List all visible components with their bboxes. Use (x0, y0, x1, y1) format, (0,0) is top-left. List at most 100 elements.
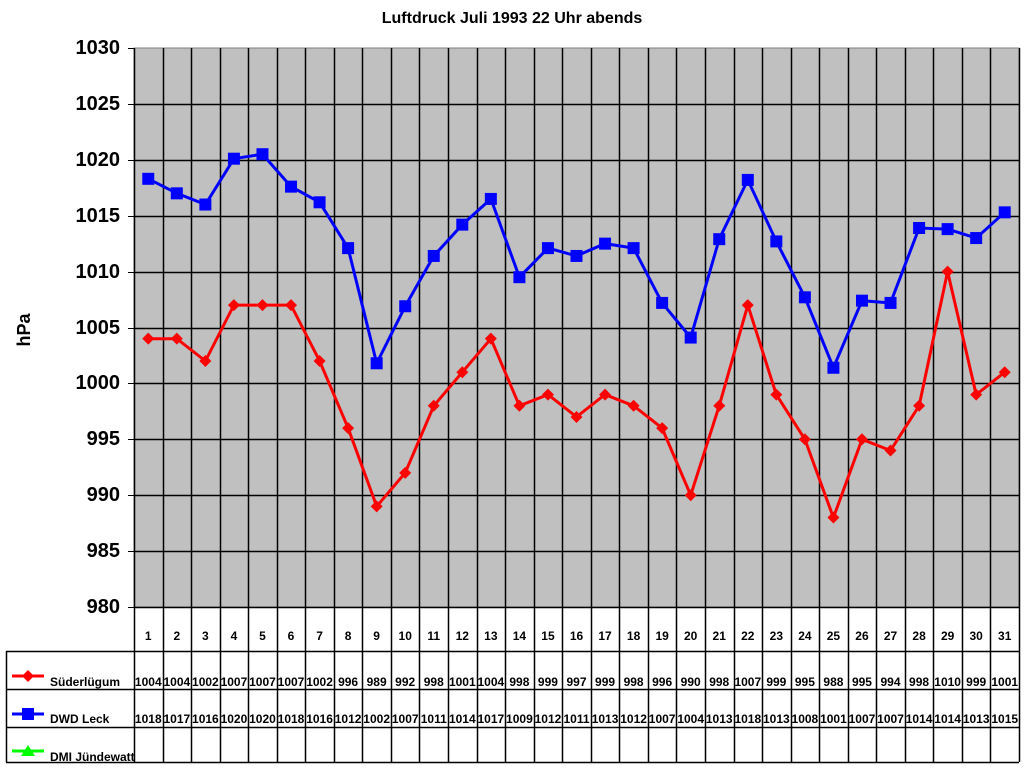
square-marker (199, 198, 212, 211)
square-marker (941, 223, 954, 236)
square-marker (827, 361, 840, 374)
diamond-marker (484, 332, 497, 345)
square-marker (913, 221, 926, 234)
table-cell: 1007 (848, 712, 876, 726)
triangle-icon (21, 745, 35, 756)
diamond-marker (227, 299, 240, 312)
diamond-marker (456, 366, 469, 379)
square-marker (884, 296, 897, 309)
diamond-marker (627, 399, 640, 412)
x-category-label: 17 (598, 629, 612, 643)
diamond-marker (884, 444, 897, 457)
table-cell: 999 (537, 675, 558, 689)
table-cell: 998 (509, 675, 530, 689)
square-marker (770, 235, 783, 248)
square-marker (513, 271, 526, 284)
table-cell: 1007 (249, 675, 276, 689)
table-cell: 994 (880, 675, 901, 689)
diamond-marker (913, 399, 926, 412)
y-tick-label: 1030 (75, 37, 121, 59)
y-tick-label: 990 (86, 484, 120, 507)
diamond-marker (256, 299, 269, 312)
square-marker (256, 148, 269, 161)
x-category-label: 31 (998, 629, 1012, 643)
x-category-label: 11 (427, 629, 441, 643)
table-cell: 1013 (705, 712, 733, 726)
table-cell: 1015 (991, 712, 1019, 726)
table-cell: 1016 (192, 712, 219, 726)
table-cell: 1010 (934, 675, 961, 689)
x-category-label: 26 (855, 629, 869, 643)
table-cell: 995 (794, 675, 815, 689)
square-marker (370, 357, 383, 370)
diamond-marker (656, 422, 669, 435)
diamond-marker (970, 388, 983, 401)
square-marker (713, 233, 726, 246)
table-cell: 1001 (991, 675, 1019, 689)
table-cell: 1004 (677, 712, 705, 726)
y-tick-label: 995 (86, 428, 120, 451)
diamond-marker (427, 399, 440, 412)
table-cell: 1002 (192, 675, 219, 689)
table-cell: 1004 (134, 675, 162, 689)
diamond-marker (399, 466, 412, 479)
table-cell: 1013 (962, 712, 990, 726)
table-cell: 1008 (791, 712, 819, 726)
diamond-marker (855, 433, 868, 446)
square-marker (142, 172, 155, 185)
table-cell: 1018 (277, 712, 305, 726)
x-category-label: 14 (512, 629, 527, 643)
diamond-marker (827, 511, 840, 524)
y-tick-label: 1020 (75, 148, 121, 171)
x-category-label: 20 (684, 629, 698, 643)
table-cell: 1004 (163, 675, 191, 689)
diamond-marker (541, 388, 554, 401)
square-marker (456, 218, 469, 231)
square-marker (342, 242, 355, 255)
x-category-label: 16 (569, 629, 584, 643)
table-cell: 1018 (734, 712, 762, 726)
y-tick-label: 1000 (75, 372, 121, 395)
y-tick-label: 980 (86, 596, 120, 618)
table-cell: 1012 (334, 712, 362, 726)
diamond-marker (513, 399, 526, 412)
table-cell: 992 (395, 675, 416, 689)
table-cell: 988 (823, 675, 844, 689)
square-marker (484, 192, 497, 205)
table-cell: 989 (366, 675, 387, 689)
table-cell: 1014 (448, 712, 476, 726)
diamond-marker (741, 299, 754, 312)
table-cell: 1011 (420, 712, 447, 726)
diamond-marker (342, 422, 355, 435)
table-cell: 998 (909, 675, 930, 689)
y-tick-label: 1010 (75, 260, 121, 283)
diamond-marker (713, 399, 726, 412)
square-marker (313, 196, 326, 209)
table-cell: 1012 (620, 712, 647, 726)
table-cell: 1013 (762, 712, 790, 726)
table-cell: 998 (709, 675, 730, 689)
diamond-marker (941, 265, 954, 278)
square-marker (627, 242, 640, 255)
table-cell: 999 (766, 675, 787, 689)
y-tick-label: 985 (86, 540, 120, 563)
diamond-marker (770, 388, 783, 401)
table-cell: 1002 (363, 712, 390, 726)
table-cell: 1018 (134, 712, 162, 726)
x-category-label: 23 (769, 629, 784, 643)
table-cell: 998 (423, 675, 444, 689)
legend-label: DWD Leck (50, 712, 110, 726)
diamond-marker (199, 355, 212, 368)
square-marker (855, 294, 868, 307)
diamond-icon (22, 670, 34, 682)
table-cell: 996 (338, 675, 359, 689)
square-marker (227, 152, 240, 165)
table-cell: 997 (566, 675, 587, 689)
table-cell: 995 (851, 675, 872, 689)
table-cell: 998 (623, 675, 644, 689)
table-cell: 1009 (506, 712, 533, 726)
square-marker (599, 237, 612, 250)
legend-label: Süderlügum (50, 675, 121, 689)
square-marker (399, 300, 412, 313)
x-category-label: 4 (230, 629, 238, 643)
